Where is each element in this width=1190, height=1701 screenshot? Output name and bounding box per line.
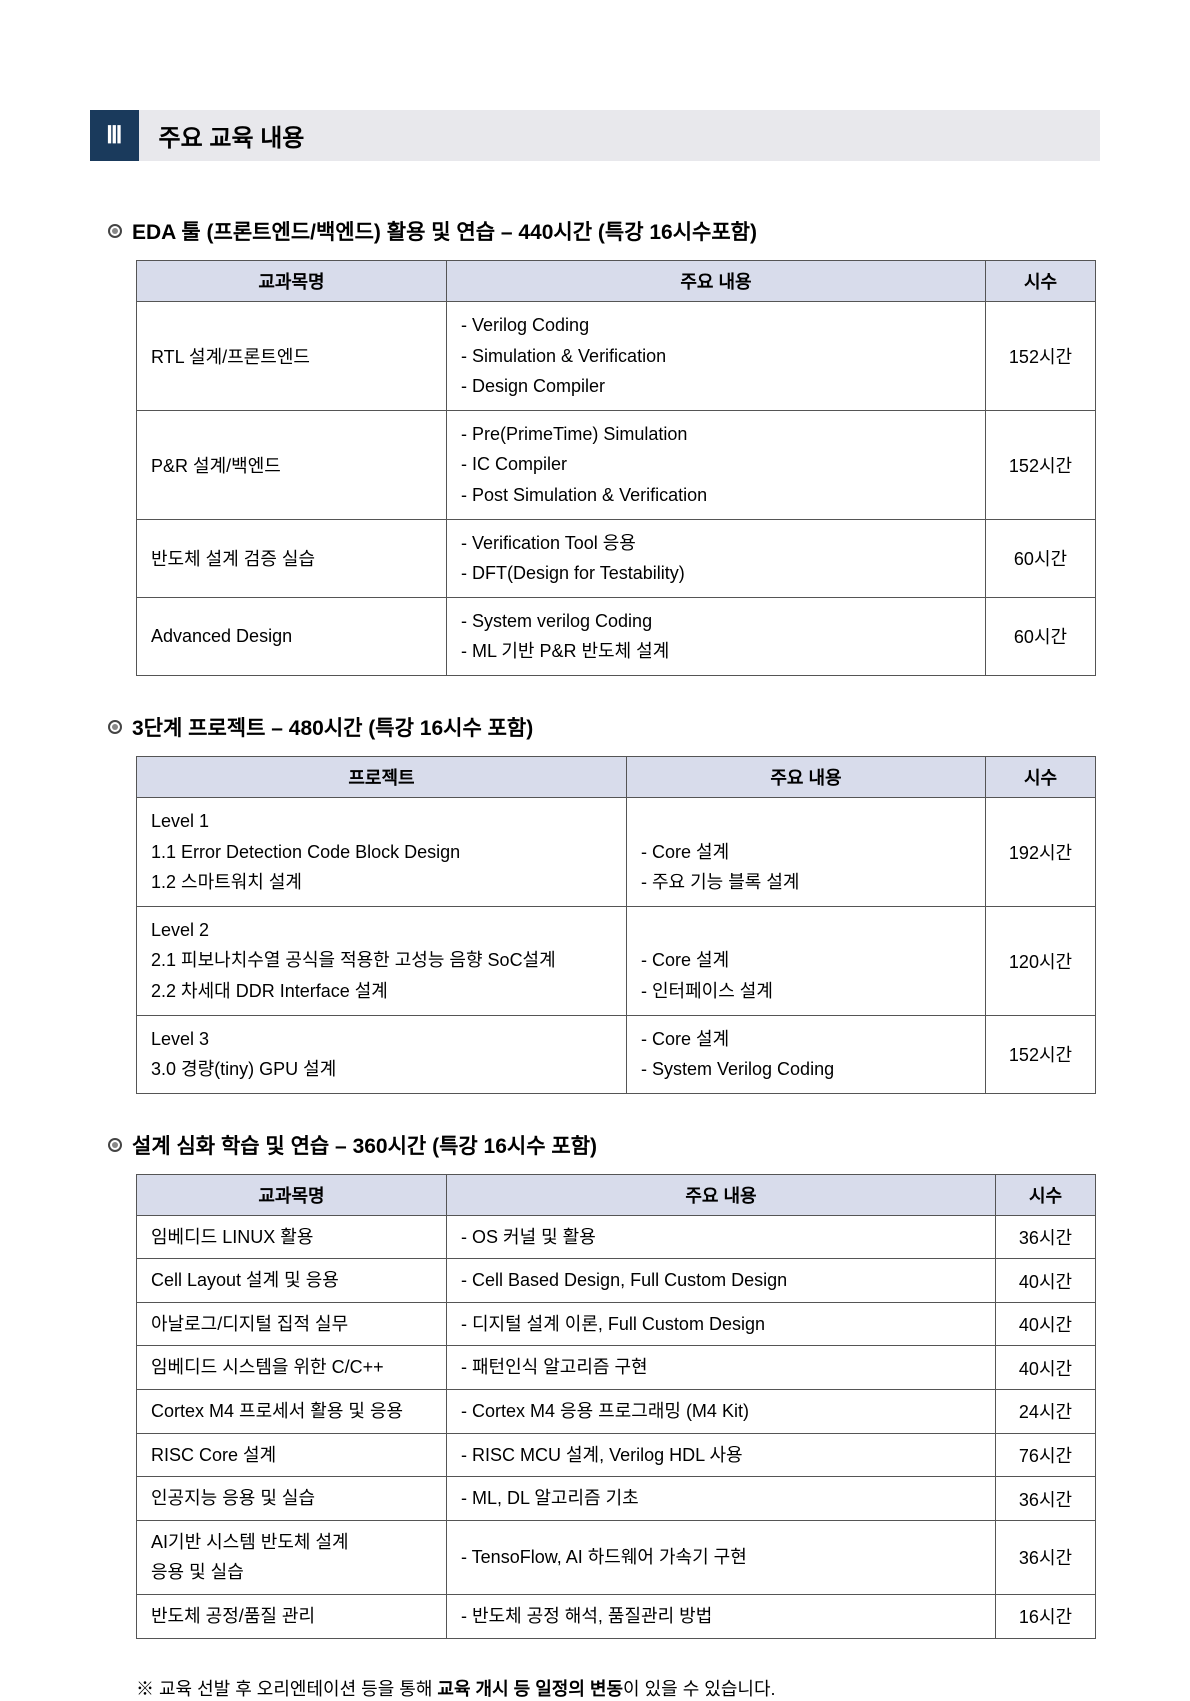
table-row: RISC Core 설계- RISC MCU 설계, Verilog HDL 사… [137, 1433, 1096, 1477]
cell-content: - Verilog Coding - Simulation & Verifica… [447, 302, 986, 411]
cell-hours: 16시간 [996, 1595, 1096, 1639]
cell-subject: P&R 설계/백엔드 [137, 410, 447, 519]
cell-content: - ML, DL 알고리즘 기초 [447, 1477, 996, 1521]
section-title-box: 주요 교육 내용 [139, 110, 1100, 161]
block2-table: 프로젝트 주요 내용 시수 Level 1 1.1 Error Detectio… [136, 756, 1096, 1094]
bullet-icon [108, 224, 122, 238]
cell-hours: 24시간 [996, 1390, 1096, 1434]
section-number: Ⅲ [106, 121, 123, 150]
table-row: 아날로그/디지털 집적 실무- 디지털 설계 이론, Full Custom D… [137, 1302, 1096, 1346]
col-hours: 시수 [986, 261, 1096, 302]
footnote: ※ 교육 선발 후 오리엔테이션 등을 통해 교육 개시 등 일정의 변동이 있… [136, 1675, 1100, 1701]
cell-content: - Cortex M4 응용 프로그래밍 (M4 Kit) [447, 1390, 996, 1434]
cell-subject: 임베디드 LINUX 활용 [137, 1215, 447, 1259]
block3-heading-text: 설계 심화 학습 및 연습 – 360시간 (특강 16시수 포함) [132, 1130, 597, 1160]
col-hours: 시수 [986, 756, 1096, 797]
cell-content: - 패턴인식 알고리즘 구현 [447, 1346, 996, 1390]
cell-subject: Level 2 2.1 피보나치수열 공식을 적용한 고성능 음향 SoC설계 … [137, 906, 627, 1015]
section-number-box: Ⅲ [90, 110, 139, 161]
table-header-row: 교과목명 주요 내용 시수 [137, 1174, 1096, 1215]
table-header-row: 프로젝트 주요 내용 시수 [137, 756, 1096, 797]
cell-content: - OS 커널 및 활용 [447, 1215, 996, 1259]
cell-content: - 반도체 공정 해석, 품질관리 방법 [447, 1595, 996, 1639]
table-row: 반도체 설계 검증 실습- Verification Tool 응용 - DFT… [137, 519, 1096, 597]
cell-subject: Cortex M4 프로세서 활용 및 응용 [137, 1390, 447, 1434]
block3-heading: 설계 심화 학습 및 연습 – 360시간 (특강 16시수 포함) [90, 1130, 1100, 1160]
cell-content: - System verilog Coding - ML 기반 P&R 반도체 … [447, 597, 986, 675]
table-row: Level 1 1.1 Error Detection Code Block D… [137, 797, 1096, 906]
cell-hours: 40시간 [996, 1302, 1096, 1346]
block1-table: 교과목명 주요 내용 시수 RTL 설계/프론트엔드- Verilog Codi… [136, 260, 1096, 676]
cell-subject: 임베디드 시스템을 위한 C/C++ [137, 1346, 447, 1390]
cell-hours: 40시간 [996, 1259, 1096, 1303]
cell-hours: 152시간 [986, 302, 1096, 411]
cell-hours: 120시간 [986, 906, 1096, 1015]
block2-heading: 3단계 프로젝트 – 480시간 (특강 16시수 포함) [90, 712, 1100, 742]
block3-table: 교과목명 주요 내용 시수 임베디드 LINUX 활용- OS 커널 및 활용3… [136, 1174, 1096, 1639]
table-row: P&R 설계/백엔드- Pre(PrimeTime) Simulation - … [137, 410, 1096, 519]
cell-content: - Core 설계 - 주요 기능 블록 설계 [627, 797, 986, 906]
cell-subject: AI기반 시스템 반도체 설계 응용 및 실습 [137, 1520, 447, 1594]
bullet-icon [108, 720, 122, 734]
col-subject: 교과목명 [137, 1174, 447, 1215]
cell-subject: Level 1 1.1 Error Detection Code Block D… [137, 797, 627, 906]
table-row: Level 2 2.1 피보나치수열 공식을 적용한 고성능 음향 SoC설계 … [137, 906, 1096, 1015]
col-hours: 시수 [996, 1174, 1096, 1215]
cell-hours: 36시간 [996, 1520, 1096, 1594]
cell-hours: 60시간 [986, 597, 1096, 675]
cell-subject: 인공지능 응용 및 실습 [137, 1477, 447, 1521]
cell-hours: 36시간 [996, 1215, 1096, 1259]
cell-hours: 192시간 [986, 797, 1096, 906]
cell-hours: 60시간 [986, 519, 1096, 597]
cell-content: - Core 설계 - 인터페이스 설계 [627, 906, 986, 1015]
section-title: 주요 교육 내용 [159, 118, 305, 153]
cell-subject: RISC Core 설계 [137, 1433, 447, 1477]
cell-content: - Core 설계 - System Verilog Coding [627, 1015, 986, 1093]
table-row: Cortex M4 프로세서 활용 및 응용- Cortex M4 응용 프로그… [137, 1390, 1096, 1434]
col-content: 주요 내용 [447, 1174, 996, 1215]
col-content: 주요 내용 [627, 756, 986, 797]
block2-heading-text: 3단계 프로젝트 – 480시간 (특강 16시수 포함) [132, 712, 533, 742]
table-row: RTL 설계/프론트엔드- Verilog Coding - Simulatio… [137, 302, 1096, 411]
table-row: 임베디드 LINUX 활용- OS 커널 및 활용36시간 [137, 1215, 1096, 1259]
cell-subject: Level 3 3.0 경량(tiny) GPU 설계 [137, 1015, 627, 1093]
cell-content: - 디지털 설계 이론, Full Custom Design [447, 1302, 996, 1346]
table-row: 인공지능 응용 및 실습- ML, DL 알고리즘 기초36시간 [137, 1477, 1096, 1521]
block1-heading: EDA 툴 (프론트엔드/백엔드) 활용 및 연습 – 440시간 (특강 16… [90, 216, 1100, 246]
table-row: 반도체 공정/품질 관리- 반도체 공정 해석, 품질관리 방법16시간 [137, 1595, 1096, 1639]
table-row: Level 3 3.0 경량(tiny) GPU 설계- Core 설계 - S… [137, 1015, 1096, 1093]
cell-subject: RTL 설계/프론트엔드 [137, 302, 447, 411]
cell-content: - Cell Based Design, Full Custom Design [447, 1259, 996, 1303]
cell-hours: 40시간 [996, 1346, 1096, 1390]
col-content: 주요 내용 [447, 261, 986, 302]
table-row: 임베디드 시스템을 위한 C/C++- 패턴인식 알고리즘 구현40시간 [137, 1346, 1096, 1390]
table-row: AI기반 시스템 반도체 설계 응용 및 실습- TensoFlow, AI 하… [137, 1520, 1096, 1594]
cell-content: - TensoFlow, AI 하드웨어 가속기 구현 [447, 1520, 996, 1594]
cell-hours: 152시간 [986, 410, 1096, 519]
table-header-row: 교과목명 주요 내용 시수 [137, 261, 1096, 302]
col-subject: 교과목명 [137, 261, 447, 302]
cell-subject: Cell Layout 설계 및 응용 [137, 1259, 447, 1303]
cell-subject: Advanced Design [137, 597, 447, 675]
cell-content: - Verification Tool 응용 - DFT(Design for … [447, 519, 986, 597]
table-row: Cell Layout 설계 및 응용- Cell Based Design, … [137, 1259, 1096, 1303]
cell-subject: 반도체 공정/품질 관리 [137, 1595, 447, 1639]
cell-content: - RISC MCU 설계, Verilog HDL 사용 [447, 1433, 996, 1477]
cell-hours: 76시간 [996, 1433, 1096, 1477]
cell-hours: 152시간 [986, 1015, 1096, 1093]
cell-hours: 36시간 [996, 1477, 1096, 1521]
col-project: 프로젝트 [137, 756, 627, 797]
cell-content: - Pre(PrimeTime) Simulation - IC Compile… [447, 410, 986, 519]
cell-subject: 아날로그/디지털 집적 실무 [137, 1302, 447, 1346]
section-header: Ⅲ 주요 교육 내용 [90, 110, 1100, 161]
block1-heading-text: EDA 툴 (프론트엔드/백엔드) 활용 및 연습 – 440시간 (특강 16… [132, 216, 757, 246]
table-row: Advanced Design- System verilog Coding -… [137, 597, 1096, 675]
cell-subject: 반도체 설계 검증 실습 [137, 519, 447, 597]
bullet-icon [108, 1138, 122, 1152]
